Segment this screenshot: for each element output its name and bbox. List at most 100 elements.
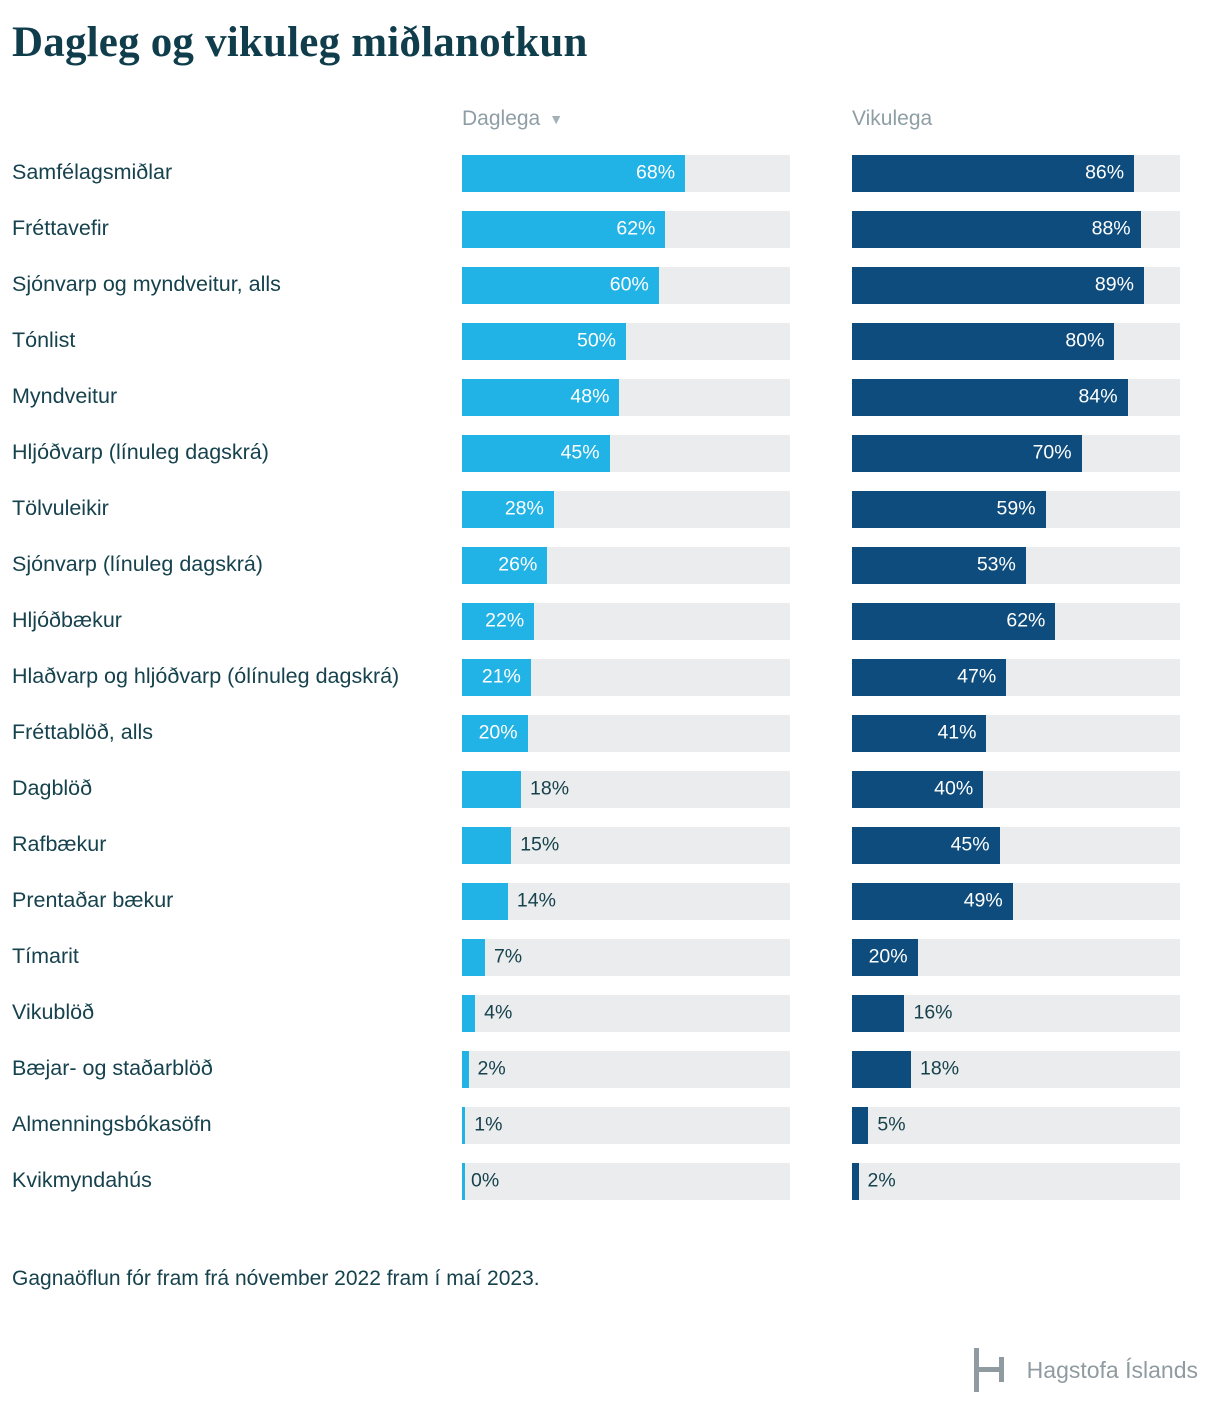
weekly-bar bbox=[852, 602, 1056, 640]
bar-value: 45% bbox=[560, 441, 600, 464]
weekly-bar-track: 53% bbox=[852, 546, 1180, 584]
bar-value: 70% bbox=[1032, 441, 1072, 464]
daily-bar-track: 22% bbox=[462, 602, 790, 640]
chart: Dagleg og vikuleg miðlanotkun Daglega ▼ … bbox=[12, 19, 1180, 1290]
page-title: Dagleg og vikuleg miðlanotkun bbox=[12, 19, 588, 66]
chart-row: Almenningsbókasöfn 1% 5% bbox=[12, 1097, 1180, 1153]
weekly-bar bbox=[852, 938, 918, 976]
weekly-bar bbox=[852, 210, 1141, 248]
daily-bar bbox=[462, 994, 476, 1032]
daily-bar bbox=[462, 434, 610, 472]
weekly-bar bbox=[852, 826, 1000, 864]
chart-row: Samfélagsmiðlar 68% 86% bbox=[12, 145, 1180, 201]
row-label: Fréttavefir bbox=[12, 216, 109, 241]
weekly-bar-track: 41% bbox=[852, 714, 1180, 752]
weekly-bar-track: 70% bbox=[852, 434, 1180, 472]
daily-bar bbox=[462, 882, 508, 920]
weekly-bar-track: 16% bbox=[852, 994, 1180, 1032]
row-label: Samfélagsmiðlar bbox=[12, 160, 173, 185]
row-label: Prentaðar bækur bbox=[12, 888, 174, 913]
chart-row: Sjónvarp (línuleg dagskrá) 26% 53% bbox=[12, 537, 1180, 593]
chart-rows: Samfélagsmiðlar 68% 86% Fréttavefir 62% … bbox=[12, 145, 1180, 1209]
bar-value: 88% bbox=[1091, 217, 1131, 240]
weekly-bar bbox=[852, 1162, 859, 1200]
bar-value: 20% bbox=[478, 721, 518, 744]
daily-bar bbox=[462, 546, 548, 584]
row-label: Kvikmyndahús bbox=[12, 1168, 152, 1193]
weekly-bar bbox=[852, 994, 905, 1032]
column-header-daily[interactable]: Daglega ▼ bbox=[462, 107, 790, 131]
bar-value: 26% bbox=[498, 553, 538, 576]
daily-bar-track: 7% bbox=[462, 938, 790, 976]
daily-bar bbox=[462, 714, 528, 752]
column-header-weekly[interactable]: Vikulega bbox=[852, 107, 1180, 131]
bar-value: 21% bbox=[481, 665, 521, 688]
chart-row: Vikublöð 4% 16% bbox=[12, 985, 1180, 1041]
bar-value: 68% bbox=[636, 161, 676, 184]
weekly-bar-track: 40% bbox=[852, 770, 1180, 808]
chart-row: Tónlist 50% 80% bbox=[12, 313, 1180, 369]
daily-bar-track: 62% bbox=[462, 210, 790, 248]
hagstofa-logo-icon bbox=[973, 1348, 1004, 1392]
daily-bar-track: 45% bbox=[462, 434, 790, 472]
weekly-bar bbox=[852, 658, 1007, 696]
brand-name: Hagstofa Íslands bbox=[1026, 1356, 1198, 1383]
weekly-bar-track: 2% bbox=[852, 1162, 1180, 1200]
daily-bar-track: 20% bbox=[462, 714, 790, 752]
weekly-bar-track: 80% bbox=[852, 322, 1180, 360]
bar-value: 47% bbox=[957, 665, 997, 688]
weekly-bar bbox=[852, 546, 1026, 584]
bar-value: 40% bbox=[934, 777, 974, 800]
source-note: Gagnaöflun fór fram frá nóvember 2022 fr… bbox=[12, 1267, 540, 1290]
weekly-bar-track: 86% bbox=[852, 154, 1180, 192]
bar-value: 62% bbox=[616, 217, 656, 240]
sort-descending-icon: ▼ bbox=[549, 111, 564, 127]
bar-value: 86% bbox=[1085, 161, 1125, 184]
weekly-bar-track: 59% bbox=[852, 490, 1180, 528]
bar-value: 20% bbox=[868, 945, 908, 968]
weekly-bar bbox=[852, 154, 1135, 192]
daily-bar-track: 68% bbox=[462, 154, 790, 192]
row-label: Tímarit bbox=[12, 944, 79, 969]
bar-value: 49% bbox=[963, 889, 1003, 912]
column-headers: Daglega ▼ Vikulega bbox=[12, 107, 1180, 131]
chart-row: Tímarit 7% 20% bbox=[12, 929, 1180, 985]
weekly-bar bbox=[852, 490, 1046, 528]
bar-value: 48% bbox=[570, 385, 610, 408]
weekly-bar-track: 5% bbox=[852, 1106, 1180, 1144]
bar-value: 5% bbox=[877, 1113, 906, 1136]
bar-value: 4% bbox=[484, 1001, 513, 1024]
bar-value: 22% bbox=[485, 609, 525, 632]
daily-bar-track: 1% bbox=[462, 1106, 790, 1144]
daily-bar-track: 50% bbox=[462, 322, 790, 360]
weekly-bar bbox=[852, 1050, 912, 1088]
bar-value: 59% bbox=[996, 497, 1036, 520]
daily-bar bbox=[462, 266, 659, 304]
daily-bar-track: 4% bbox=[462, 994, 790, 1032]
daily-bar bbox=[462, 210, 666, 248]
daily-bar bbox=[462, 1162, 465, 1200]
weekly-bar bbox=[852, 882, 1013, 920]
bar-value: 15% bbox=[520, 833, 560, 856]
daily-bar bbox=[462, 1106, 466, 1144]
chart-row: Tölvuleikir 28% 59% bbox=[12, 481, 1180, 537]
weekly-bar bbox=[852, 434, 1082, 472]
row-label: Tónlist bbox=[12, 328, 76, 353]
daily-bar-track: 60% bbox=[462, 266, 790, 304]
daily-bar bbox=[462, 770, 522, 808]
bar-value: 1% bbox=[474, 1113, 503, 1136]
daily-bar-track: 15% bbox=[462, 826, 790, 864]
daily-bar bbox=[462, 826, 512, 864]
row-label: Myndveitur bbox=[12, 384, 118, 409]
row-label: Vikublöð bbox=[12, 1000, 95, 1025]
weekly-bar-track: 49% bbox=[852, 882, 1180, 920]
bar-value: 2% bbox=[867, 1169, 896, 1192]
chart-row: Bæjar- og staðarblöð 2% 18% bbox=[12, 1041, 1180, 1097]
bar-value: 18% bbox=[920, 1057, 960, 1080]
daily-bar-track: 21% bbox=[462, 658, 790, 696]
daily-bar bbox=[462, 658, 531, 696]
bar-value: 84% bbox=[1078, 385, 1118, 408]
weekly-bar bbox=[852, 322, 1115, 360]
daily-bar bbox=[462, 490, 554, 528]
weekly-bar-track: 88% bbox=[852, 210, 1180, 248]
